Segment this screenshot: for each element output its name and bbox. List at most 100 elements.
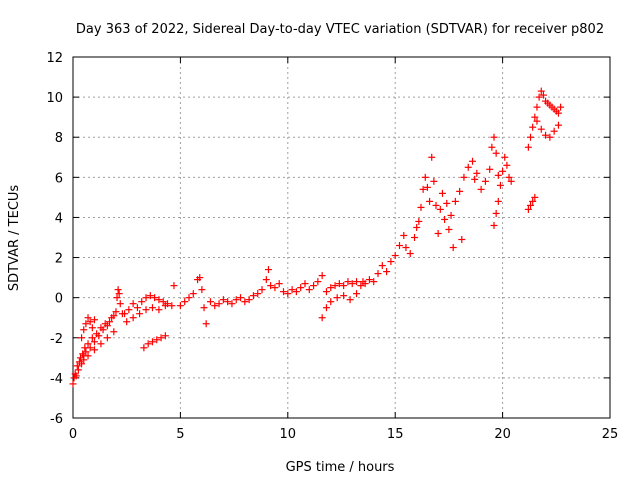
x-tick-label: 25 (602, 427, 619, 442)
data-point (546, 133, 554, 141)
data-point (73, 362, 81, 370)
data-point (86, 344, 94, 352)
axis-ticks: 0 5 10 15 20 25 -6 -4 -2 0 2 4 6 8 10 12 (46, 51, 618, 442)
data-point (258, 286, 266, 294)
data-point (488, 143, 496, 151)
data-point (490, 133, 498, 141)
data-point (254, 290, 262, 298)
data-point (537, 125, 545, 133)
data-point (537, 87, 545, 95)
data-point (305, 286, 313, 294)
data-point (449, 244, 457, 252)
data-point (374, 270, 382, 278)
data-point (327, 284, 335, 292)
data-point (237, 294, 245, 302)
data-point (499, 167, 507, 175)
data-point (129, 300, 137, 308)
data-point (314, 278, 322, 286)
data-point (219, 296, 227, 304)
data-point (241, 298, 249, 306)
data-point (196, 274, 204, 282)
data-point (90, 338, 98, 346)
data-point (211, 302, 219, 310)
data-point (441, 215, 449, 223)
data-point (505, 173, 513, 181)
data-point (224, 298, 232, 306)
data-point (554, 109, 562, 117)
data-point (148, 304, 156, 312)
data-point (395, 242, 403, 250)
data-point (159, 298, 167, 306)
data-point (106, 318, 114, 326)
data-point (142, 306, 150, 314)
data-point (503, 161, 511, 169)
data-point (155, 296, 163, 304)
data-point (80, 356, 88, 364)
x-tick-label: 5 (176, 427, 184, 442)
data-point (501, 153, 509, 161)
data-point (155, 306, 163, 314)
data-point (490, 221, 498, 229)
data-point (344, 278, 352, 286)
data-point (288, 286, 296, 294)
y-axis-label: SDTVAR / TECUs (7, 185, 22, 292)
data-point (310, 282, 318, 290)
data-point (533, 117, 541, 125)
data-point (492, 149, 500, 157)
data-point (402, 244, 410, 252)
data-point (411, 234, 419, 241)
data-point (88, 324, 96, 332)
data-point (280, 288, 288, 296)
x-tick-label: 15 (387, 427, 404, 442)
data-point (110, 328, 118, 336)
data-point (115, 290, 123, 298)
data-point (168, 302, 176, 310)
data-point (353, 278, 361, 286)
data-point (140, 344, 148, 352)
data-point (365, 276, 373, 284)
data-point (438, 189, 446, 197)
data-point (125, 306, 133, 314)
data-point (494, 197, 502, 205)
data-point (524, 143, 532, 151)
data-point (529, 123, 537, 131)
data-point (400, 231, 408, 239)
y-tick-label: 8 (55, 131, 63, 146)
data-point (535, 93, 543, 101)
data-point (297, 284, 305, 292)
data-point (112, 308, 120, 316)
data-point (353, 290, 361, 298)
data-point (151, 294, 159, 302)
data-point (116, 300, 124, 308)
data-point (264, 266, 272, 274)
data-point (417, 203, 425, 211)
data-point (346, 296, 354, 304)
data-point (153, 336, 161, 344)
data-point (406, 250, 414, 258)
data-point (72, 372, 80, 380)
data-point (527, 133, 535, 141)
data-point (206, 298, 214, 306)
data-point (148, 338, 156, 346)
data-point (318, 272, 326, 280)
data-point (129, 314, 137, 322)
data-point (161, 302, 169, 310)
data-point (267, 282, 275, 290)
data-point (492, 209, 500, 217)
data-point (114, 286, 122, 294)
data-point (99, 326, 107, 334)
data-point (136, 310, 144, 318)
data-point (460, 173, 468, 181)
data-point (84, 352, 92, 360)
data-point (97, 340, 105, 348)
y-tick-label: 4 (55, 211, 63, 226)
data-point (527, 201, 535, 209)
y-tick-label: 2 (55, 252, 63, 267)
y-tick-label: -6 (50, 412, 63, 427)
data-point (387, 258, 395, 266)
data-point (473, 169, 481, 177)
data-point (113, 294, 121, 302)
x-tick-label: 20 (494, 427, 511, 442)
data-point (198, 286, 206, 294)
